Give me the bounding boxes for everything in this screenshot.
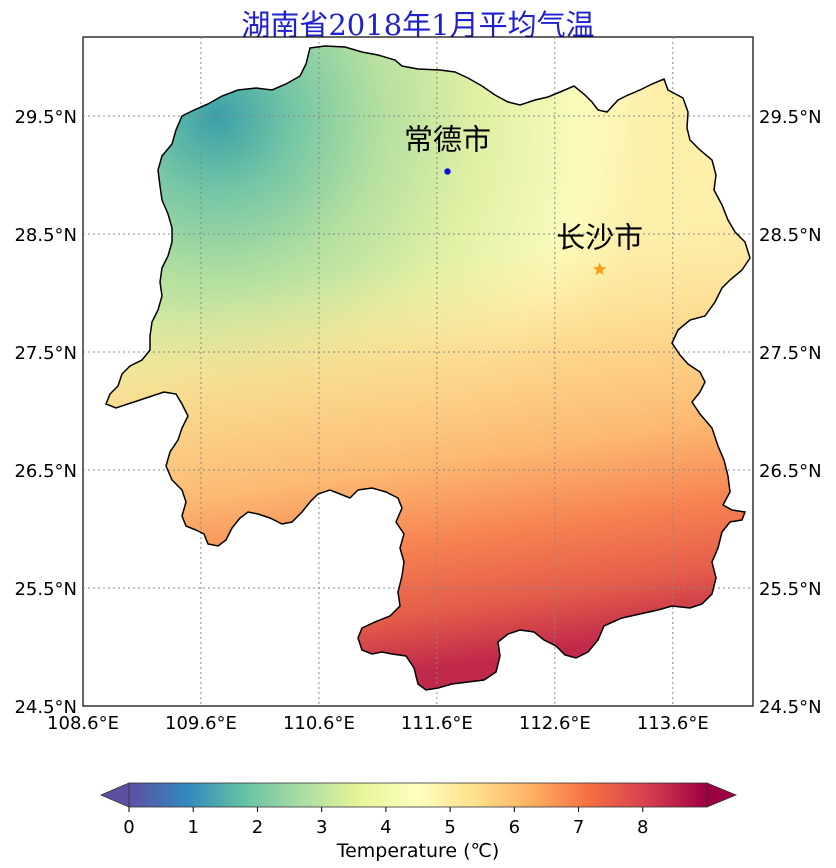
colorbar-tick-label: 1: [187, 817, 198, 838]
lon-tick-label: 111.6°E: [401, 713, 473, 734]
lat-tick-label-left: 26.5°N: [14, 461, 77, 482]
lon-tick-label: 112.6°E: [519, 713, 591, 734]
colorbar-tick-label: 4: [380, 817, 391, 838]
map-gridlines: [83, 37, 753, 706]
city-label: 常德市: [404, 123, 491, 157]
province-boundary: [105, 45, 751, 691]
lat-tick-label-left: 25.5°N: [14, 579, 77, 600]
lat-tick-label-left: 24.5°N: [14, 697, 77, 718]
lat-tick-label-right: 28.5°N: [759, 225, 822, 246]
colorbar-tick-label: 3: [316, 817, 327, 838]
lon-tick-label: 108.6°E: [47, 713, 119, 734]
colorbar-extend-high: [706, 782, 738, 808]
lat-tick-label-right: 24.5°N: [759, 697, 822, 718]
map-title: 湖南省2018年1月平均气温: [241, 8, 595, 42]
colorbar-extend-low: [99, 782, 130, 808]
lat-tick-label-right: 27.5°N: [759, 343, 822, 364]
lat-tick-label-left: 28.5°N: [14, 225, 77, 246]
colorbar-tick-label: 0: [123, 817, 134, 838]
colorbar-tick-label: 7: [573, 817, 584, 838]
colorbar-tick-label: 2: [252, 817, 263, 838]
lat-tick-label-right: 25.5°N: [759, 579, 822, 600]
colorbar-tick-label: 8: [637, 817, 648, 838]
colorbar-tick-label: 6: [509, 817, 520, 838]
colorbar-bar: [128, 782, 708, 808]
map-frame: [82, 36, 754, 707]
lon-tick-label: 109.6°E: [165, 713, 237, 734]
lat-tick-label-right: 26.5°N: [759, 461, 822, 482]
lat-tick-label-left: 27.5°N: [14, 343, 77, 364]
colorbar-label: Temperature (℃): [336, 840, 500, 862]
city-dot-marker: [444, 168, 451, 175]
lon-tick-label: 113.6°E: [637, 713, 709, 734]
colorbar: 0 1 2 3 4 5 6 7 8 Temperature (℃): [99, 782, 738, 862]
colorbar-tick-label: 5: [444, 817, 455, 838]
lon-tick-label: 110.6°E: [283, 713, 355, 734]
lat-tick-label-right: 29.5°N: [759, 107, 822, 128]
city-label: 长沙市: [556, 220, 643, 254]
lat-tick-label-left: 29.5°N: [14, 107, 77, 128]
city-star-marker: [593, 262, 607, 276]
